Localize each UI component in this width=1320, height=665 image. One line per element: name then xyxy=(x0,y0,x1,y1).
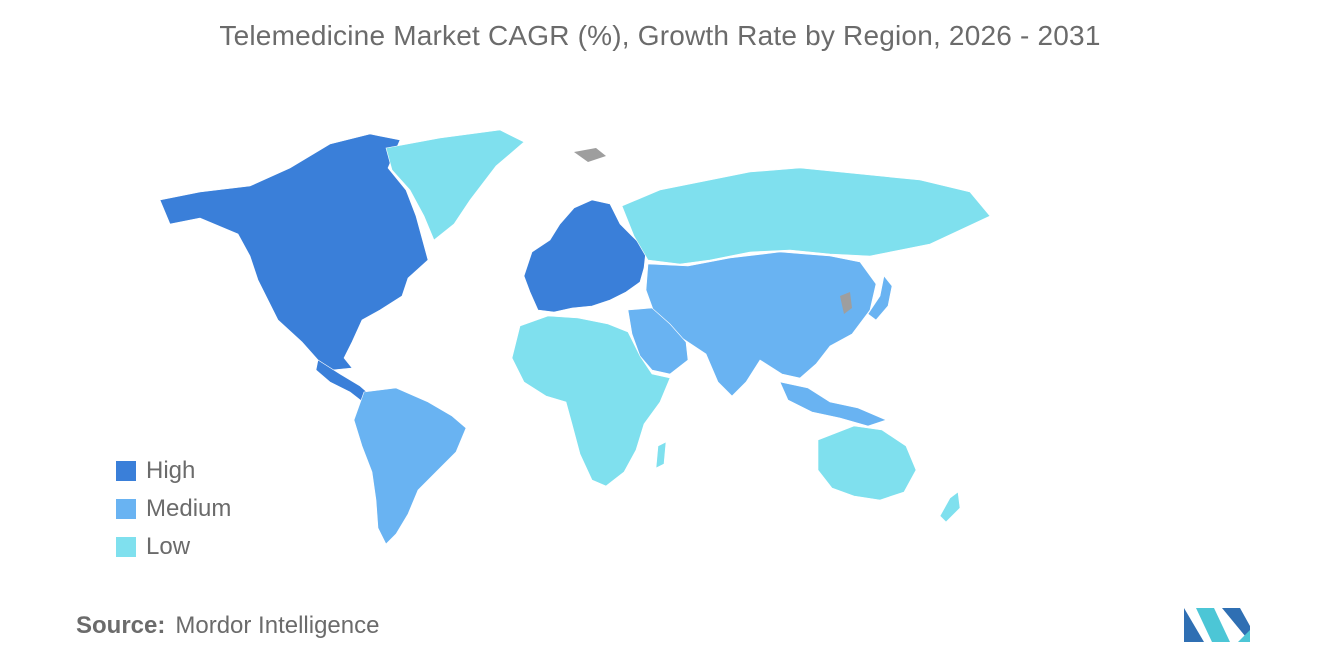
region-middle-east xyxy=(627,307,689,375)
source-value: Mordor Intelligence xyxy=(175,612,380,639)
region-europe xyxy=(523,199,647,313)
region-japan xyxy=(867,275,893,321)
legend-item-high: High xyxy=(116,452,231,490)
world-map xyxy=(140,120,1180,560)
legend-swatch-medium xyxy=(116,499,136,519)
legend-swatch-high xyxy=(116,461,136,481)
region-madagascar xyxy=(655,441,667,469)
region-south-america xyxy=(353,387,467,545)
logo-shape-left xyxy=(1184,608,1204,642)
chart-title: Telemedicine Market CAGR (%), Growth Rat… xyxy=(219,20,1101,51)
region-korea-no-data xyxy=(840,292,852,314)
source-key: Source: xyxy=(76,612,166,639)
legend-label-low: Low xyxy=(146,533,191,560)
region-greenland xyxy=(385,129,525,241)
mordor-intelligence-logo xyxy=(1184,604,1250,642)
legend-label-medium: Medium xyxy=(146,495,232,522)
logo-shape-mid xyxy=(1196,608,1230,642)
legend-label-high: High xyxy=(146,457,196,484)
map-legend: High Medium Low xyxy=(116,452,231,566)
logo-shape-edge xyxy=(1238,630,1250,642)
region-svalbard-no-data xyxy=(574,148,606,162)
region-asia xyxy=(645,251,877,397)
region-new-zealand xyxy=(939,491,961,523)
region-africa xyxy=(511,315,671,487)
legend-item-medium: Medium xyxy=(116,490,231,528)
region-russia xyxy=(621,167,991,265)
source-note: Source: Mordor Intelligence xyxy=(76,612,379,640)
region-australia xyxy=(817,425,917,501)
legend-swatch-low xyxy=(116,537,136,557)
legend-item-low: Low xyxy=(116,528,231,566)
region-southeast-asia xyxy=(779,381,887,427)
logo-shape-right xyxy=(1222,608,1250,642)
region-north-america xyxy=(159,133,429,371)
